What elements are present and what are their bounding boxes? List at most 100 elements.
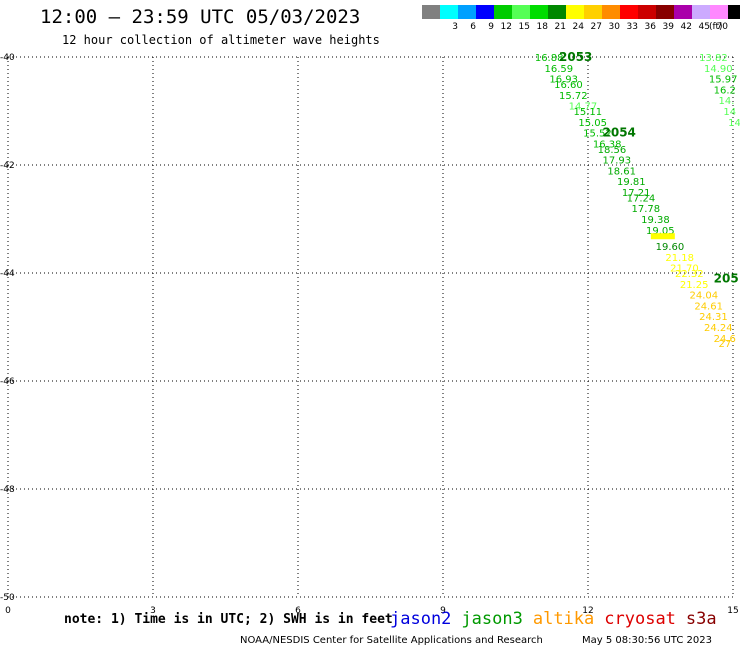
wave-height-label: 21.18 <box>665 253 694 264</box>
scale-label: 27 <box>590 22 602 32</box>
x-tick-label: 3 <box>150 606 156 616</box>
y-tick-label: -48 <box>0 485 15 495</box>
wave-height-label: 22.32 <box>675 269 704 280</box>
plot-frame <box>7 56 734 598</box>
scale-label: 30 <box>608 22 620 32</box>
wave-height-label: 16.88 <box>535 53 564 64</box>
wave-height-label: 14.77 <box>569 102 598 113</box>
wave-height-label: 24.04 <box>690 291 719 302</box>
track-label: 2054 <box>603 126 636 140</box>
scale-label: 24 <box>572 22 584 32</box>
wave-height-label: 21.70 <box>670 264 699 275</box>
track-labels: 2053 2054 205 <box>559 50 739 285</box>
footer-datetime: May 5 08:30:56 UTC 2023 <box>582 635 712 646</box>
scale-swatch: 42 <box>674 5 692 32</box>
scale-swatch <box>422 5 440 19</box>
wave-height-label: 21.25 <box>680 280 709 291</box>
scale-swatch <box>728 5 740 19</box>
wave-height-label: 14. <box>719 96 735 107</box>
scale-swatch: 15 <box>512 5 530 32</box>
wave-height-label: 14.90 <box>704 64 733 75</box>
scale-label: 36 <box>644 22 656 32</box>
wave-height-label: 16.2 <box>714 85 736 96</box>
color-scale-unit: (ft) <box>709 22 723 32</box>
wave-height-label: 16.59 <box>545 64 574 75</box>
data-points: 16.8816.5916.9316.6015.7214.7715.1115.05… <box>535 53 740 350</box>
wave-height-label: 15.52 <box>583 129 612 140</box>
scale-swatch: 3 <box>440 5 458 32</box>
wave-height-label: 19.81 <box>617 177 646 188</box>
scale-swatch: 21 <box>548 5 566 32</box>
satellite-s3a: s3a <box>685 609 717 629</box>
scale-swatch: 12 <box>494 5 512 32</box>
scale-swatch: 24 <box>566 5 584 32</box>
axis-ticks: 0 3 6 9 12 15 -40 -42 -44 -46 -48 -50 <box>0 53 739 616</box>
x-tick-label: 12 <box>582 606 593 616</box>
y-tick-label: -40 <box>0 53 15 63</box>
scale-swatch: 36 <box>638 5 656 32</box>
x-tick-label: 6 <box>295 606 301 616</box>
wave-height-label: 16.60 <box>554 80 583 91</box>
wave-height-label: 15.97 <box>709 75 738 86</box>
scale-label: 70 <box>716 22 728 32</box>
scale-label: 39 <box>662 22 674 32</box>
wave-height-label: 27 <box>719 339 732 350</box>
chart-subtitle: 12 hour collection of altimeter wave hei… <box>62 33 380 47</box>
chart-title: 12:00 – 23:59 UTC 05/03/2023 <box>40 6 361 28</box>
scale-swatch: 70 <box>710 5 728 32</box>
wave-height-label: 19.05 <box>646 226 675 237</box>
scale-swatch: 18 <box>530 5 548 32</box>
x-tick-label: 15 <box>727 606 738 616</box>
wave-height-label: 17.78 <box>632 204 661 215</box>
wave-height-label: 15.72 <box>559 91 588 102</box>
satellite-altika: altika <box>532 609 595 629</box>
scale-swatch: 27 <box>584 5 602 32</box>
scale-label: 6 <box>470 22 476 32</box>
scale-label: 18 <box>536 22 548 32</box>
scale-swatch: 30 <box>602 5 620 32</box>
scale-swatch: 9 <box>476 5 494 32</box>
y-tick-label: -42 <box>0 161 15 171</box>
wave-height-label: 15.05 <box>578 118 607 129</box>
wave-height-label: 18.56 <box>598 145 627 156</box>
wave-height-mark <box>650 233 675 240</box>
wave-height-label: 16.38 <box>593 139 622 150</box>
wave-height-label: 17.21 <box>622 188 651 199</box>
scale-label: 12 <box>500 22 512 32</box>
satellite-jason2: jason2 <box>390 609 452 629</box>
footer-note: note: 1) Time is in UTC; 2) SWH is in fe… <box>64 612 393 627</box>
satellite-legend: jason2 jason3 altika cryosat s3a <box>390 609 727 629</box>
scale-label: 9 <box>488 22 494 32</box>
grid-layer <box>8 57 733 597</box>
scale-label: 45 <box>698 22 710 32</box>
wave-height-label: 17.24 <box>627 193 656 204</box>
scale-label: 15 <box>518 22 530 32</box>
wave-height-label: 13.82 <box>699 53 728 64</box>
color-scale-legend: 3 6 9 12 15 18 21 24 27 30 33 36 39 42 45 70 <box>422 5 740 32</box>
wave-height-label: 18.61 <box>607 166 636 177</box>
footer-credit: NOAA/NESDIS Center for Satellite Applica… <box>240 635 543 646</box>
x-tick-label: 0 <box>5 606 11 616</box>
wave-height-label: 24.61 <box>694 301 723 312</box>
y-tick-label: -46 <box>0 377 15 387</box>
x-tick-label: 9 <box>440 606 446 616</box>
scale-label: 21 <box>554 22 566 32</box>
track-label: 205 <box>714 271 739 285</box>
wave-height-label: 19.38 <box>641 215 670 226</box>
y-tick-label: -44 <box>0 269 15 279</box>
wave-height-label: 14 <box>728 118 740 129</box>
wave-height-label: 24.31 <box>699 312 728 323</box>
wave-height-label: 24.24 <box>704 323 733 334</box>
scale-swatch: 45 <box>692 5 710 32</box>
satellite-jason3: jason3 <box>461 609 523 629</box>
scale-swatch: 33 <box>620 5 638 32</box>
wave-height-label: 19.60 <box>656 242 685 253</box>
scale-label: 33 <box>626 22 638 32</box>
wave-height-label: 24.6 <box>714 334 736 345</box>
scale-swatch: 39 <box>656 5 674 32</box>
y-tick-label: -50 <box>0 593 15 603</box>
scale-label: 3 <box>452 22 458 32</box>
wave-height-label: 14 <box>723 107 736 118</box>
scale-swatch: 6 <box>458 5 476 32</box>
wave-height-label: 17.93 <box>603 156 632 167</box>
